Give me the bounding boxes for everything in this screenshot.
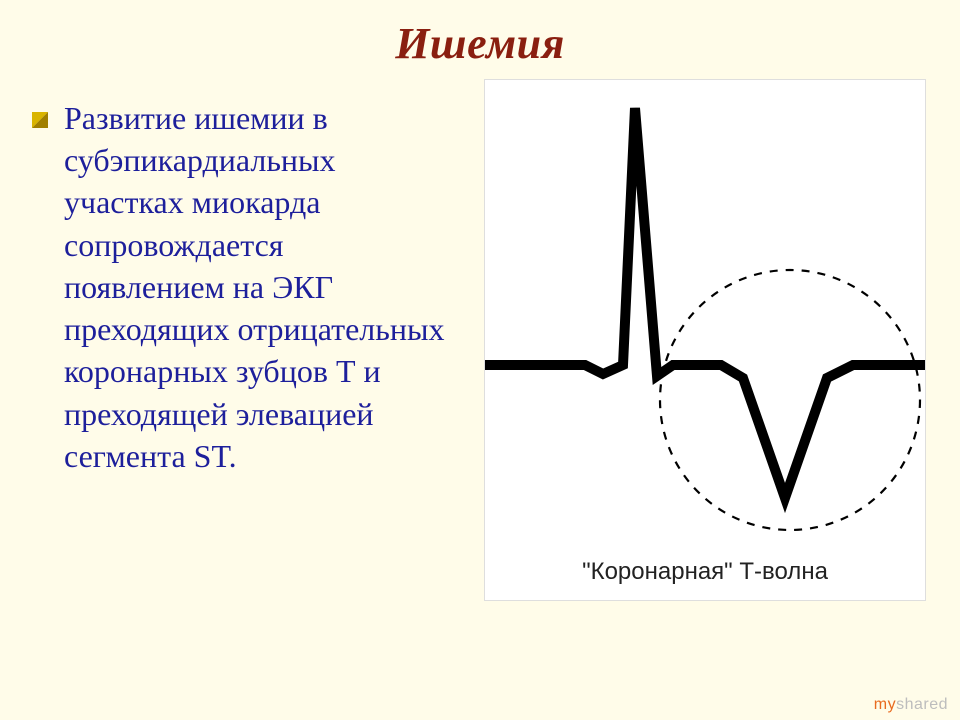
- bullet-text: Развитие ишемии в субэпикардиальных учас…: [64, 97, 450, 477]
- ecg-figure: "Коронарная" Т-волна: [484, 79, 926, 601]
- ecg-svg: [485, 80, 925, 560]
- watermark-part-b: shared: [896, 696, 948, 713]
- text-column: Развитие ишемии в субэпикардиальных учас…: [30, 79, 450, 477]
- figure-column: "Коронарная" Т-волна: [450, 79, 940, 601]
- page-title: Ишемия: [0, 0, 960, 79]
- watermark: myshared: [874, 696, 948, 714]
- ecg-caption: "Коронарная" Т-волна: [485, 558, 925, 586]
- bullet-icon: [30, 110, 50, 130]
- content-row: Развитие ишемии в субэпикардиальных учас…: [0, 79, 960, 601]
- bullet-item: Развитие ишемии в субэпикардиальных учас…: [30, 97, 450, 477]
- watermark-part-a: my: [874, 696, 896, 713]
